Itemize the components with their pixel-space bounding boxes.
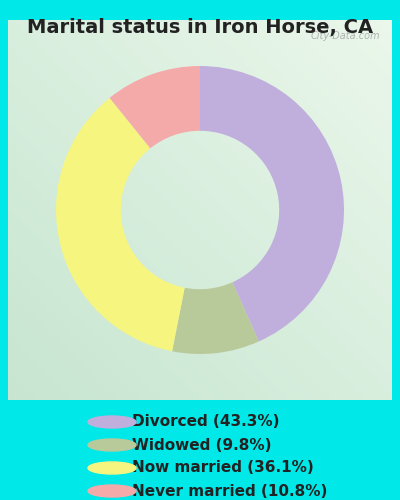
Circle shape: [88, 416, 136, 428]
Circle shape: [88, 485, 136, 497]
Text: Marital status in Iron Horse, CA: Marital status in Iron Horse, CA: [27, 18, 373, 36]
Text: Divorced (43.3%): Divorced (43.3%): [132, 414, 280, 430]
Text: Now married (36.1%): Now married (36.1%): [132, 460, 314, 475]
Text: Never married (10.8%): Never married (10.8%): [132, 484, 327, 498]
Wedge shape: [200, 66, 344, 342]
Wedge shape: [110, 66, 200, 148]
Circle shape: [88, 462, 136, 474]
Circle shape: [88, 439, 136, 451]
Text: Widowed (9.8%): Widowed (9.8%): [132, 438, 272, 452]
Wedge shape: [172, 282, 259, 354]
Wedge shape: [56, 98, 185, 351]
Text: City-Data.com: City-Data.com: [311, 32, 380, 42]
